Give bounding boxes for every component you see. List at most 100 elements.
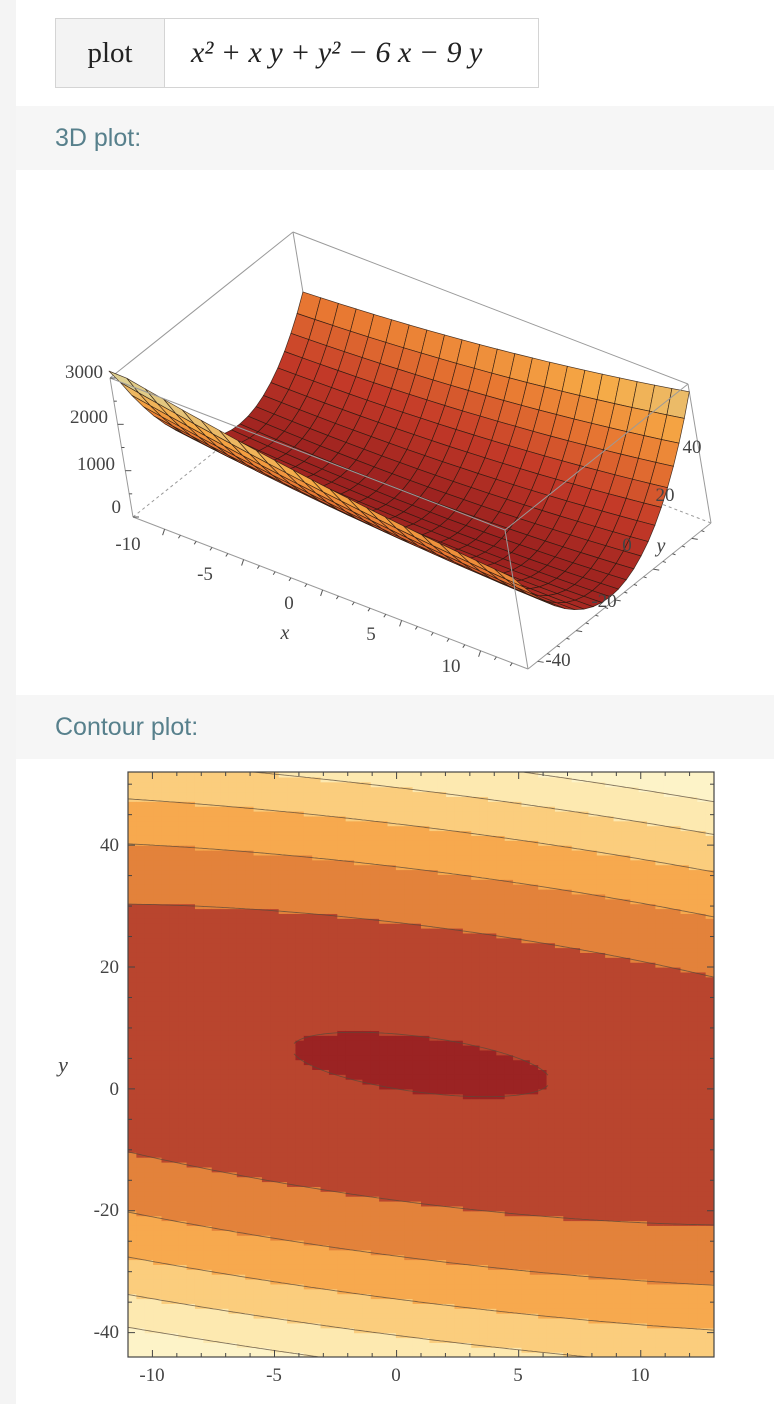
contour-cell	[370, 869, 380, 875]
section-title-contour-plot: Contour plot:	[55, 712, 199, 741]
contour-cell	[169, 1288, 179, 1295]
contour-cell	[253, 957, 263, 963]
x-tick	[209, 547, 213, 551]
contour-cell	[194, 957, 204, 963]
contour-cell	[178, 786, 188, 793]
contour-cell	[236, 1020, 246, 1027]
contour-cell	[211, 840, 221, 846]
contour-cell	[312, 1030, 322, 1036]
contour-cell	[203, 884, 213, 890]
contour-cell	[429, 1308, 439, 1314]
contour-cell	[370, 1025, 380, 1031]
contour-cell	[345, 1015, 355, 1022]
contour-cell	[178, 1108, 188, 1114]
contour-cell	[211, 1171, 221, 1178]
contour-cell	[161, 893, 171, 900]
contour-cell	[161, 1147, 171, 1153]
contour-cell	[178, 1132, 188, 1139]
contour-cell	[370, 928, 380, 934]
contour-cell	[236, 898, 246, 905]
contour-cell	[178, 996, 188, 1002]
contour-cell	[178, 1274, 188, 1280]
contour-cell	[421, 1176, 430, 1183]
contour-cell	[354, 854, 363, 861]
contour-cell	[169, 1040, 179, 1046]
contour-cell	[345, 1118, 355, 1124]
contour-cell	[370, 952, 380, 958]
contour-cell	[144, 893, 154, 900]
contour-cell	[228, 1049, 238, 1056]
contour-cell	[211, 869, 221, 875]
contour-cell	[354, 952, 363, 958]
contour-cell	[345, 991, 355, 997]
contour-cell	[412, 850, 422, 856]
contour-cell	[220, 1318, 230, 1324]
contour-cell	[194, 854, 204, 861]
contour-cell	[429, 957, 439, 963]
contour-cell	[312, 962, 322, 968]
contour-cell	[128, 801, 137, 807]
contour-cell	[136, 825, 146, 832]
contour-cell	[228, 1040, 238, 1046]
contour-cell	[186, 986, 196, 992]
contour-cell	[128, 1113, 137, 1119]
contour-cell	[278, 1347, 288, 1353]
contour-cell	[404, 1166, 414, 1173]
contour-cell	[270, 791, 280, 797]
contour-cell	[253, 1215, 263, 1222]
contour-cell	[362, 1030, 372, 1036]
contour-cell	[362, 850, 372, 856]
contour-cell	[245, 820, 255, 827]
contour-cell	[387, 1240, 397, 1246]
contour-cell	[186, 981, 196, 988]
contour-cell	[186, 806, 196, 812]
contour-cell	[345, 1215, 355, 1222]
contour-cell	[387, 967, 397, 973]
contour-cell	[144, 845, 154, 851]
contour-cell	[429, 1084, 439, 1090]
contour-cell	[136, 1205, 146, 1212]
contour-cell	[136, 859, 146, 866]
contour-cell	[228, 1347, 238, 1353]
contour-cell	[220, 1352, 230, 1357]
contour-cell	[169, 893, 179, 900]
contour-cell	[228, 1259, 238, 1265]
contour-cell	[278, 1142, 288, 1148]
contour-cell	[270, 1113, 280, 1119]
contour-cell	[228, 913, 238, 919]
contour-cell	[136, 776, 146, 783]
contour-cell	[136, 791, 146, 797]
contour-cell	[362, 1210, 372, 1217]
contour-cell	[354, 864, 363, 871]
contour-cell	[354, 942, 363, 949]
contour-cell	[337, 937, 347, 944]
contour-cell	[287, 1166, 297, 1173]
contour-cell	[395, 1137, 405, 1144]
contour-cell	[169, 1259, 179, 1265]
contour-cell	[203, 1127, 213, 1134]
contour-cell	[253, 1103, 263, 1109]
contour-cell	[387, 1098, 397, 1105]
contour-cell	[169, 1210, 179, 1217]
contour-cell	[337, 1137, 347, 1144]
contour-cell	[178, 791, 188, 797]
contour-cell	[144, 1035, 154, 1041]
contour-cell	[261, 825, 271, 832]
contour-cell	[169, 1352, 179, 1357]
contour-cell	[270, 1181, 280, 1187]
contour-cell	[287, 1088, 297, 1095]
contour-cell	[287, 884, 297, 890]
contour-cell	[278, 1093, 288, 1100]
contour-cell	[186, 913, 196, 919]
contour-cell	[421, 859, 430, 866]
contour-cell	[270, 1244, 280, 1251]
contour-cell	[345, 1152, 355, 1158]
contour-cell	[178, 1162, 188, 1168]
contour-cell	[186, 1225, 196, 1231]
contour-cell	[295, 1006, 305, 1012]
contour-cell	[370, 1210, 380, 1217]
contour-cell	[169, 772, 179, 778]
contour-cell	[287, 1274, 297, 1280]
contour-cell	[345, 1040, 355, 1046]
contour-cell	[144, 903, 154, 910]
